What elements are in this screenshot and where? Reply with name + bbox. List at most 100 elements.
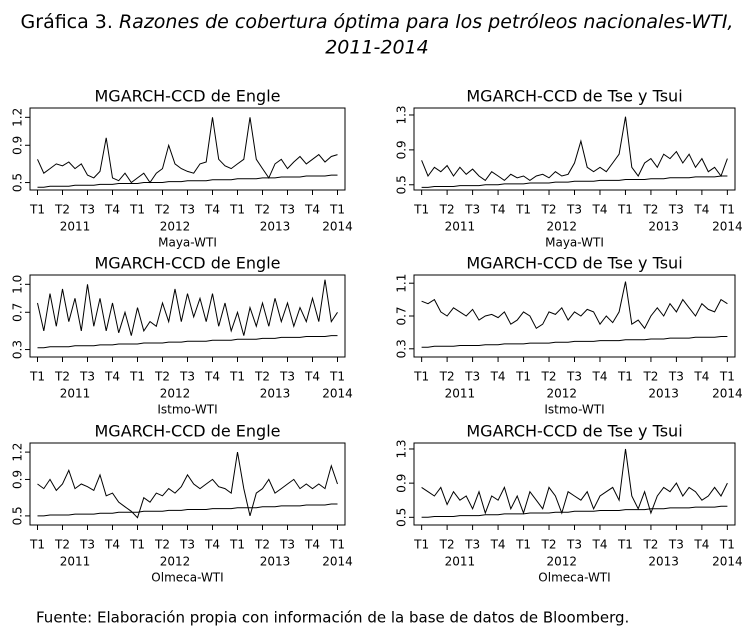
x-axis-label: Istmo-WTI	[544, 403, 604, 417]
data-line	[421, 336, 728, 348]
x-tick-label: T3	[279, 203, 295, 217]
x-tick-label: T3	[566, 203, 582, 217]
year-label: 2014	[322, 555, 353, 569]
x-tick-label: T4	[490, 538, 506, 552]
y-tick-label: 0.9	[395, 140, 409, 159]
x-tick-label: T1	[413, 538, 429, 552]
figure-title-line: 2011-2014	[325, 37, 429, 59]
x-tick-label: T3	[79, 538, 95, 552]
x-tick-label: T1	[329, 538, 345, 552]
x-tick-label: T4	[304, 370, 320, 384]
x-tick-label: T4	[693, 538, 709, 552]
x-tick-label: T1	[329, 203, 345, 217]
x-tick-label: T1	[129, 370, 145, 384]
x-tick-label: T4	[591, 203, 607, 217]
x-tick-label: T3	[668, 203, 684, 217]
x-tick-label: T2	[154, 203, 170, 217]
year-label: 2011	[60, 555, 91, 569]
x-tick-label: T4	[104, 370, 120, 384]
x-tick-label: T2	[642, 370, 658, 384]
plot-frame	[413, 442, 736, 526]
y-tick-label: 0.9	[11, 470, 25, 489]
x-tick-label: T1	[617, 370, 633, 384]
x-tick-label: T4	[490, 203, 506, 217]
x-tick-label: T1	[515, 203, 531, 217]
data-line	[37, 279, 338, 336]
year-label: 2011	[445, 387, 476, 401]
year-label: 2012	[160, 555, 191, 569]
year-label: 2012	[546, 555, 577, 569]
x-tick-label: T2	[54, 370, 70, 384]
plot-frame	[413, 274, 736, 358]
x-tick-label: T4	[204, 203, 220, 217]
chart-title: MGARCH-CCD de Tse y Tsui	[466, 254, 682, 273]
x-tick-label: T3	[179, 203, 195, 217]
x-tick-label: T3	[179, 370, 195, 384]
y-tick-label: 1.0	[11, 275, 25, 294]
year-label: 2013	[260, 220, 291, 234]
x-tick-label: T2	[154, 370, 170, 384]
year-label: 2013	[648, 387, 679, 401]
x-tick-label: T2	[254, 370, 270, 384]
x-tick-label: T2	[439, 538, 455, 552]
year-label: 2014	[322, 387, 353, 401]
data-line	[37, 452, 338, 519]
year-label: 2011	[445, 555, 476, 569]
data-line	[421, 175, 728, 188]
x-axis-label: Istmo-WTI	[157, 403, 217, 417]
year-label: 2014	[712, 387, 743, 401]
x-axis-label: Olmeca-WTI	[151, 571, 223, 585]
x-tick-label: T2	[541, 370, 557, 384]
year-label: 2013	[648, 220, 679, 234]
plot-frame	[29, 107, 346, 191]
x-tick-label: T4	[204, 370, 220, 384]
year-label: 2014	[322, 220, 353, 234]
data-line	[421, 281, 728, 330]
x-tick-label: T4	[304, 203, 320, 217]
x-tick-label: T3	[566, 538, 582, 552]
year-label: 2012	[160, 220, 191, 234]
x-tick-label: T1	[129, 538, 145, 552]
x-tick-label: T1	[719, 370, 735, 384]
x-tick-label: T1	[617, 203, 633, 217]
x-tick-label: T3	[668, 538, 684, 552]
x-tick-label: T1	[29, 370, 45, 384]
x-tick-label: T4	[490, 370, 506, 384]
y-tick-label: 0.5	[11, 506, 25, 525]
plot-frame	[29, 442, 346, 526]
year-label: 2014	[712, 220, 743, 234]
chart-title: MGARCH-CCD de Engle	[95, 254, 281, 273]
x-tick-label: T3	[566, 370, 582, 384]
x-tick-label: T2	[642, 203, 658, 217]
chart-title: MGARCH-CCD de Engle	[95, 422, 281, 441]
x-tick-label: T1	[515, 538, 531, 552]
x-tick-label: T2	[54, 203, 70, 217]
x-tick-label: T2	[541, 203, 557, 217]
x-tick-label: T1	[229, 538, 245, 552]
x-tick-label: T3	[668, 370, 684, 384]
y-tick-label: 0.7	[11, 303, 25, 322]
x-tick-label: T3	[79, 203, 95, 217]
x-tick-label: T2	[541, 538, 557, 552]
y-tick-label: 1.3	[395, 439, 409, 458]
data-line	[421, 116, 728, 182]
x-tick-label: T1	[29, 203, 45, 217]
x-tick-label: T1	[413, 203, 429, 217]
x-tick-label: T1	[129, 203, 145, 217]
x-tick-label: T4	[591, 370, 607, 384]
y-tick-label: 1.1	[395, 274, 409, 293]
x-tick-label: T1	[719, 203, 735, 217]
x-tick-label: T4	[693, 370, 709, 384]
y-tick-label: 0.9	[395, 474, 409, 493]
data-line	[37, 117, 338, 184]
x-tick-label: T1	[329, 370, 345, 384]
x-tick-label: T1	[617, 538, 633, 552]
year-label: 2012	[546, 220, 577, 234]
y-tick-label: 0.5	[395, 175, 409, 194]
x-tick-label: T4	[204, 538, 220, 552]
x-tick-label: T1	[29, 538, 45, 552]
x-tick-label: T3	[279, 538, 295, 552]
x-tick-label: T4	[591, 538, 607, 552]
data-line	[37, 174, 338, 188]
x-tick-label: T2	[439, 370, 455, 384]
